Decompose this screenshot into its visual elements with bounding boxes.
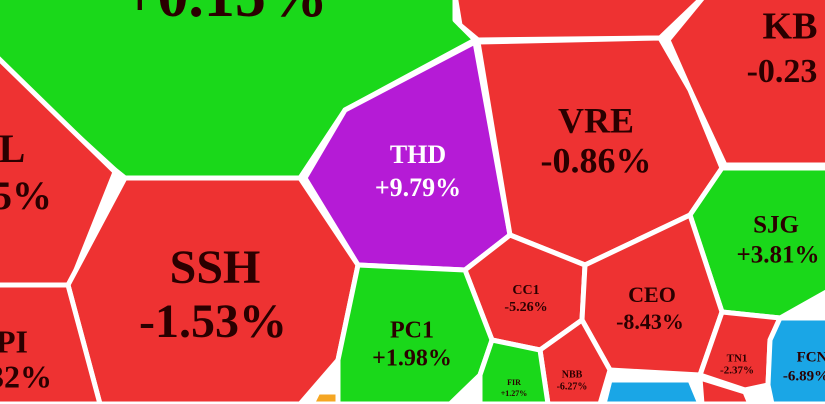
stock-cell-bottom-blue[interactable]	[601, 377, 703, 404]
stock-cell-bottom-red[interactable]	[697, 375, 753, 404]
stock-cell-pc1[interactable]: PC1 +1.98%	[335, 262, 495, 404]
stock-cell-top-red[interactable]	[453, 0, 705, 43]
stock-cell-fcn[interactable]: FCN -6.89%	[765, 315, 825, 404]
stock-cell-bottom-sliver[interactable]	[309, 389, 341, 404]
stock-cell-fir[interactable]: FIR +1.27%	[477, 337, 551, 404]
stock-cell-ssh[interactable]: SSH -1.53%	[65, 175, 361, 404]
